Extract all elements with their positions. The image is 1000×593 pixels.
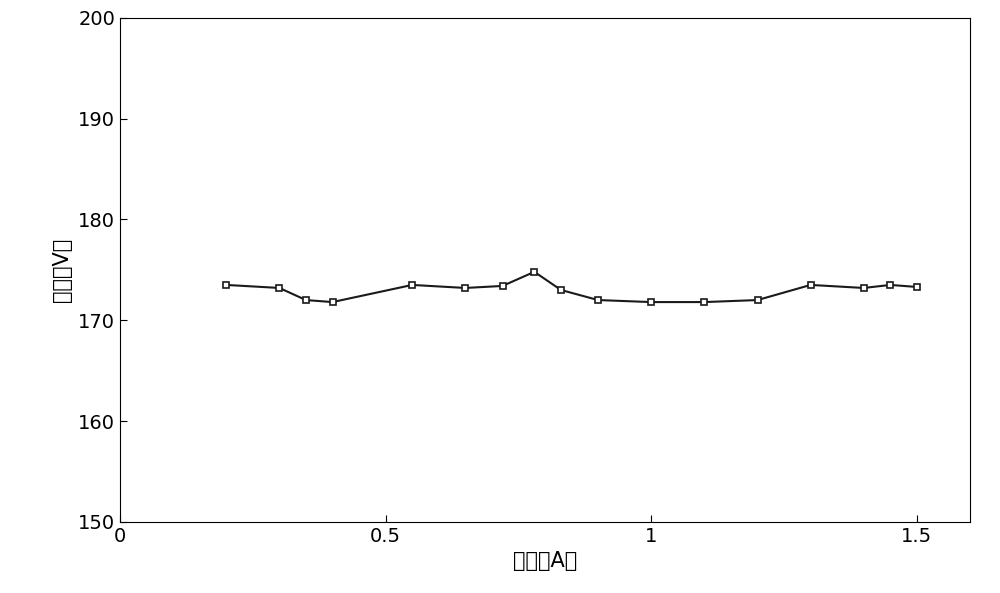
Y-axis label: 电压（V）: 电压（V） (52, 238, 72, 302)
X-axis label: 电流（A）: 电流（A） (513, 551, 577, 571)
